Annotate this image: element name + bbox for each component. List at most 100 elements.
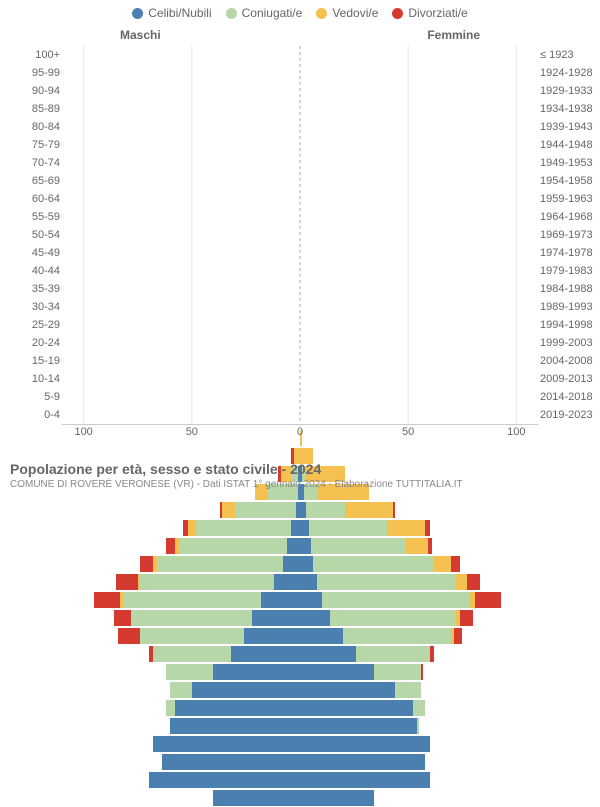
female-half [300, 556, 538, 572]
legend-label: Celibi/Nubili [148, 6, 211, 20]
male-half [62, 628, 300, 644]
bar-segment [454, 628, 463, 644]
y-tick-birth: 1944-1948 [540, 136, 593, 154]
bar-segment [252, 610, 300, 626]
bar-segment [140, 574, 274, 590]
legend: Celibi/NubiliConiugati/eVedovi/eDivorzia… [0, 6, 600, 20]
y-tick-age: 35-39 [32, 280, 60, 298]
male-half [62, 592, 300, 608]
y-tick-age: 15-19 [32, 352, 60, 370]
legend-swatch [226, 8, 237, 19]
pyramid-row [62, 645, 538, 663]
pyramid-row [62, 699, 538, 717]
legend-swatch [132, 8, 143, 19]
bar-segment [235, 502, 296, 518]
y-tick-age: 5-9 [44, 388, 60, 406]
bar-segment [123, 592, 261, 608]
bar-segment [300, 610, 330, 626]
bar-segment [300, 574, 317, 590]
y-tick-age: 95-99 [32, 64, 60, 82]
male-half [62, 502, 300, 518]
y-tick-birth: 2009-2013 [540, 370, 593, 388]
bar-segment [475, 592, 501, 608]
pyramid-row [62, 735, 538, 753]
y-tick-age: 20-24 [32, 334, 60, 352]
y-tick-age: 40-44 [32, 262, 60, 280]
y-tick-age: 50-54 [32, 226, 60, 244]
pyramid-row [62, 771, 538, 789]
pyramid-row [62, 591, 538, 609]
y-tick-birth: 1954-1958 [540, 172, 593, 190]
bar-segment [417, 718, 419, 734]
col-header-female: Femmine [427, 28, 480, 42]
bar-segment [430, 646, 434, 662]
y-tick-age: 90-94 [32, 82, 60, 100]
male-half [62, 538, 300, 554]
chart-source: COMUNE DI ROVERÈ VERONESE (VR) - Dati IS… [10, 479, 590, 490]
bar-segment [94, 592, 120, 608]
y-tick-age: 80-84 [32, 118, 60, 136]
bar-segment [179, 538, 287, 554]
bar-segment [166, 664, 214, 680]
female-half [300, 502, 538, 518]
y-tick-age: 60-64 [32, 190, 60, 208]
pyramid-row [62, 555, 538, 573]
population-pyramid [62, 46, 538, 425]
col-header-male: Maschi [120, 28, 161, 42]
bar-segment [300, 592, 322, 608]
male-half [62, 682, 300, 698]
bar-segment [413, 700, 426, 716]
bar-segment [118, 628, 140, 644]
x-tick: 100 [507, 426, 525, 438]
bar-segment [153, 736, 300, 752]
female-half [300, 574, 538, 590]
bar-segment [140, 628, 244, 644]
male-half [62, 772, 300, 788]
bar-segment [395, 682, 421, 698]
y-tick-birth: 1994-1998 [540, 316, 593, 334]
bar-segment [374, 664, 422, 680]
female-half [300, 736, 538, 752]
bar-segment [188, 520, 197, 536]
pyramid-row [62, 717, 538, 735]
bar-segment [330, 610, 455, 626]
y-tick-birth: 1979-1983 [540, 262, 593, 280]
female-half [300, 520, 538, 536]
y-tick-age: 30-34 [32, 298, 60, 316]
x-tick: 50 [402, 426, 414, 438]
female-half [300, 538, 538, 554]
y-tick-birth: 2019-2023 [540, 406, 593, 424]
y-tick-birth: 1929-1933 [540, 82, 593, 100]
y-tick-age: 55-59 [32, 208, 60, 226]
bar-segment [306, 502, 345, 518]
bar-segment [309, 520, 387, 536]
female-half [300, 718, 538, 734]
legend-label: Vedovi/e [332, 6, 378, 20]
y-tick-birth: 1924-1928 [540, 64, 593, 82]
bar-segment [300, 736, 430, 752]
bar-segment [149, 772, 300, 788]
bar-segment [162, 754, 300, 770]
bar-segment [170, 682, 192, 698]
bar-segment [300, 700, 413, 716]
y-tick-birth: 1969-1973 [540, 226, 593, 244]
bar-segment [467, 574, 480, 590]
bar-segment [213, 790, 300, 806]
pyramid-row [62, 681, 538, 699]
y-tick-birth: ≤ 1923 [540, 46, 574, 64]
bar-segment [166, 700, 175, 716]
bar-segment [311, 538, 406, 554]
y-tick-age: 65-69 [32, 172, 60, 190]
female-half [300, 646, 538, 662]
bar-segment [421, 664, 423, 680]
female-half [300, 700, 538, 716]
bar-segment [196, 520, 291, 536]
male-half [62, 790, 300, 806]
chart-wrap: Celibi/NubiliConiugati/eVedovi/eDivorzia… [0, 0, 600, 500]
male-half [62, 520, 300, 536]
x-axis-ticks: 10050050100 [62, 426, 538, 442]
bar-segment [345, 502, 393, 518]
y-tick-birth: 1964-1968 [540, 208, 593, 226]
bar-segment [231, 646, 300, 662]
y-tick-birth: 1999-2003 [540, 334, 593, 352]
